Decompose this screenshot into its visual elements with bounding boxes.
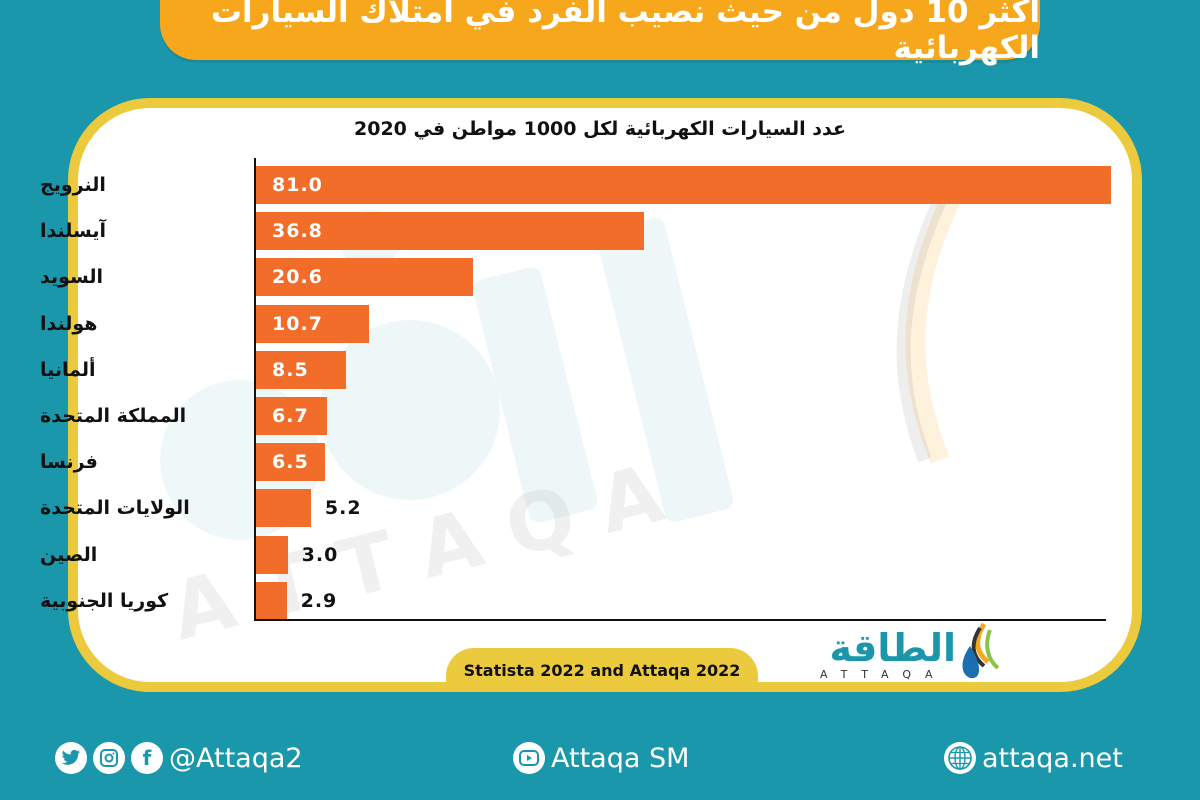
attaqa-logo: الطاقة ATTAQA: [812, 622, 1012, 688]
website-url: attaqa.net: [982, 742, 1123, 774]
bar: [256, 304, 369, 343]
website-link[interactable]: attaqa.net: [944, 730, 1123, 786]
logo-latin-text: ATTAQA: [820, 668, 947, 681]
value-label: 8.5: [272, 358, 309, 381]
category-label: كوريا الجنوبية: [40, 589, 169, 612]
value-label: 81.0: [272, 174, 323, 196]
bar: [256, 350, 346, 389]
value-label: 5.2: [324, 497, 362, 520]
social-handle[interactable]: @Attaqa2: [169, 742, 303, 774]
bar: [256, 212, 645, 251]
bar-row: الصين 3.0: [0, 535, 1200, 574]
bar: [256, 443, 325, 482]
value-label: 3.0: [301, 543, 339, 566]
footer: f @Attaqa2 Attaqa SM attaqa.net: [0, 730, 1200, 786]
facebook-icon[interactable]: f: [131, 742, 163, 774]
bar: [256, 258, 474, 297]
drop-logo-icon: [962, 622, 1000, 679]
chart-subtitle: عدد السيارات الكهربائية لكل 1000 مواطن ف…: [354, 118, 846, 140]
bar: [256, 535, 288, 574]
bar-row: النرويج 81.0: [0, 166, 1200, 204]
y-axis-line: [254, 158, 256, 621]
value-label: 6.5: [272, 451, 309, 474]
x-axis-line: [254, 619, 1106, 621]
social-links: f @Attaqa2: [55, 730, 303, 786]
source-text: Statista 2022 and Attaqa 2022: [463, 660, 741, 680]
category-label: المملكة المتحدة: [40, 405, 187, 427]
youtube-channel: Attaqa SM: [551, 742, 690, 774]
category-label: الصين: [40, 543, 98, 566]
bar: [256, 397, 327, 435]
bar-row: الولايات المتحدة 5.2: [0, 489, 1200, 528]
bar-row: آيسلندا 36.8: [0, 212, 1200, 251]
youtube-icon: [513, 742, 545, 774]
value-label: 6.7: [272, 405, 309, 427]
bar-row: السويد 20.6: [0, 258, 1200, 297]
bar: [256, 489, 311, 528]
bar-row: ألمانيا 8.5: [0, 350, 1200, 389]
bar: [256, 166, 1111, 204]
value-label: 10.7: [272, 312, 323, 335]
category-label: ألمانيا: [40, 358, 96, 381]
bar-row: فرنسا 6.5: [0, 443, 1200, 482]
bar-row: كوريا الجنوبية 2.9: [0, 581, 1200, 620]
logo-arabic-text: الطاقة: [829, 626, 956, 670]
category-label: فرنسا: [40, 451, 98, 474]
instagram-icon[interactable]: [93, 742, 125, 774]
title-banner: أكثر 10 دول من حيث نصيب الفرد في امتلاك …: [160, 0, 1040, 66]
source-tab: Statista 2022 and Attaqa 2022: [446, 648, 758, 692]
bar-row: المملكة المتحدة 6.7: [0, 397, 1200, 435]
value-label: 2.9: [300, 589, 338, 612]
value-label: 20.6: [272, 266, 323, 289]
value-label: 36.8: [272, 220, 323, 243]
category-label: آيسلندا: [40, 220, 106, 243]
globe-icon: [944, 742, 976, 774]
youtube-link[interactable]: Attaqa SM: [513, 730, 689, 786]
bar-row: هولندا 10.7: [0, 304, 1200, 343]
category-label: هولندا: [40, 312, 98, 335]
category-label: الولايات المتحدة: [40, 497, 190, 520]
category-label: السويد: [40, 266, 104, 289]
category-label: النرويج: [40, 174, 106, 196]
twitter-icon[interactable]: [55, 742, 87, 774]
bar: [256, 581, 287, 620]
page-title: أكثر 10 دول من حيث نصيب الفرد في امتلاك …: [210, 0, 1040, 66]
